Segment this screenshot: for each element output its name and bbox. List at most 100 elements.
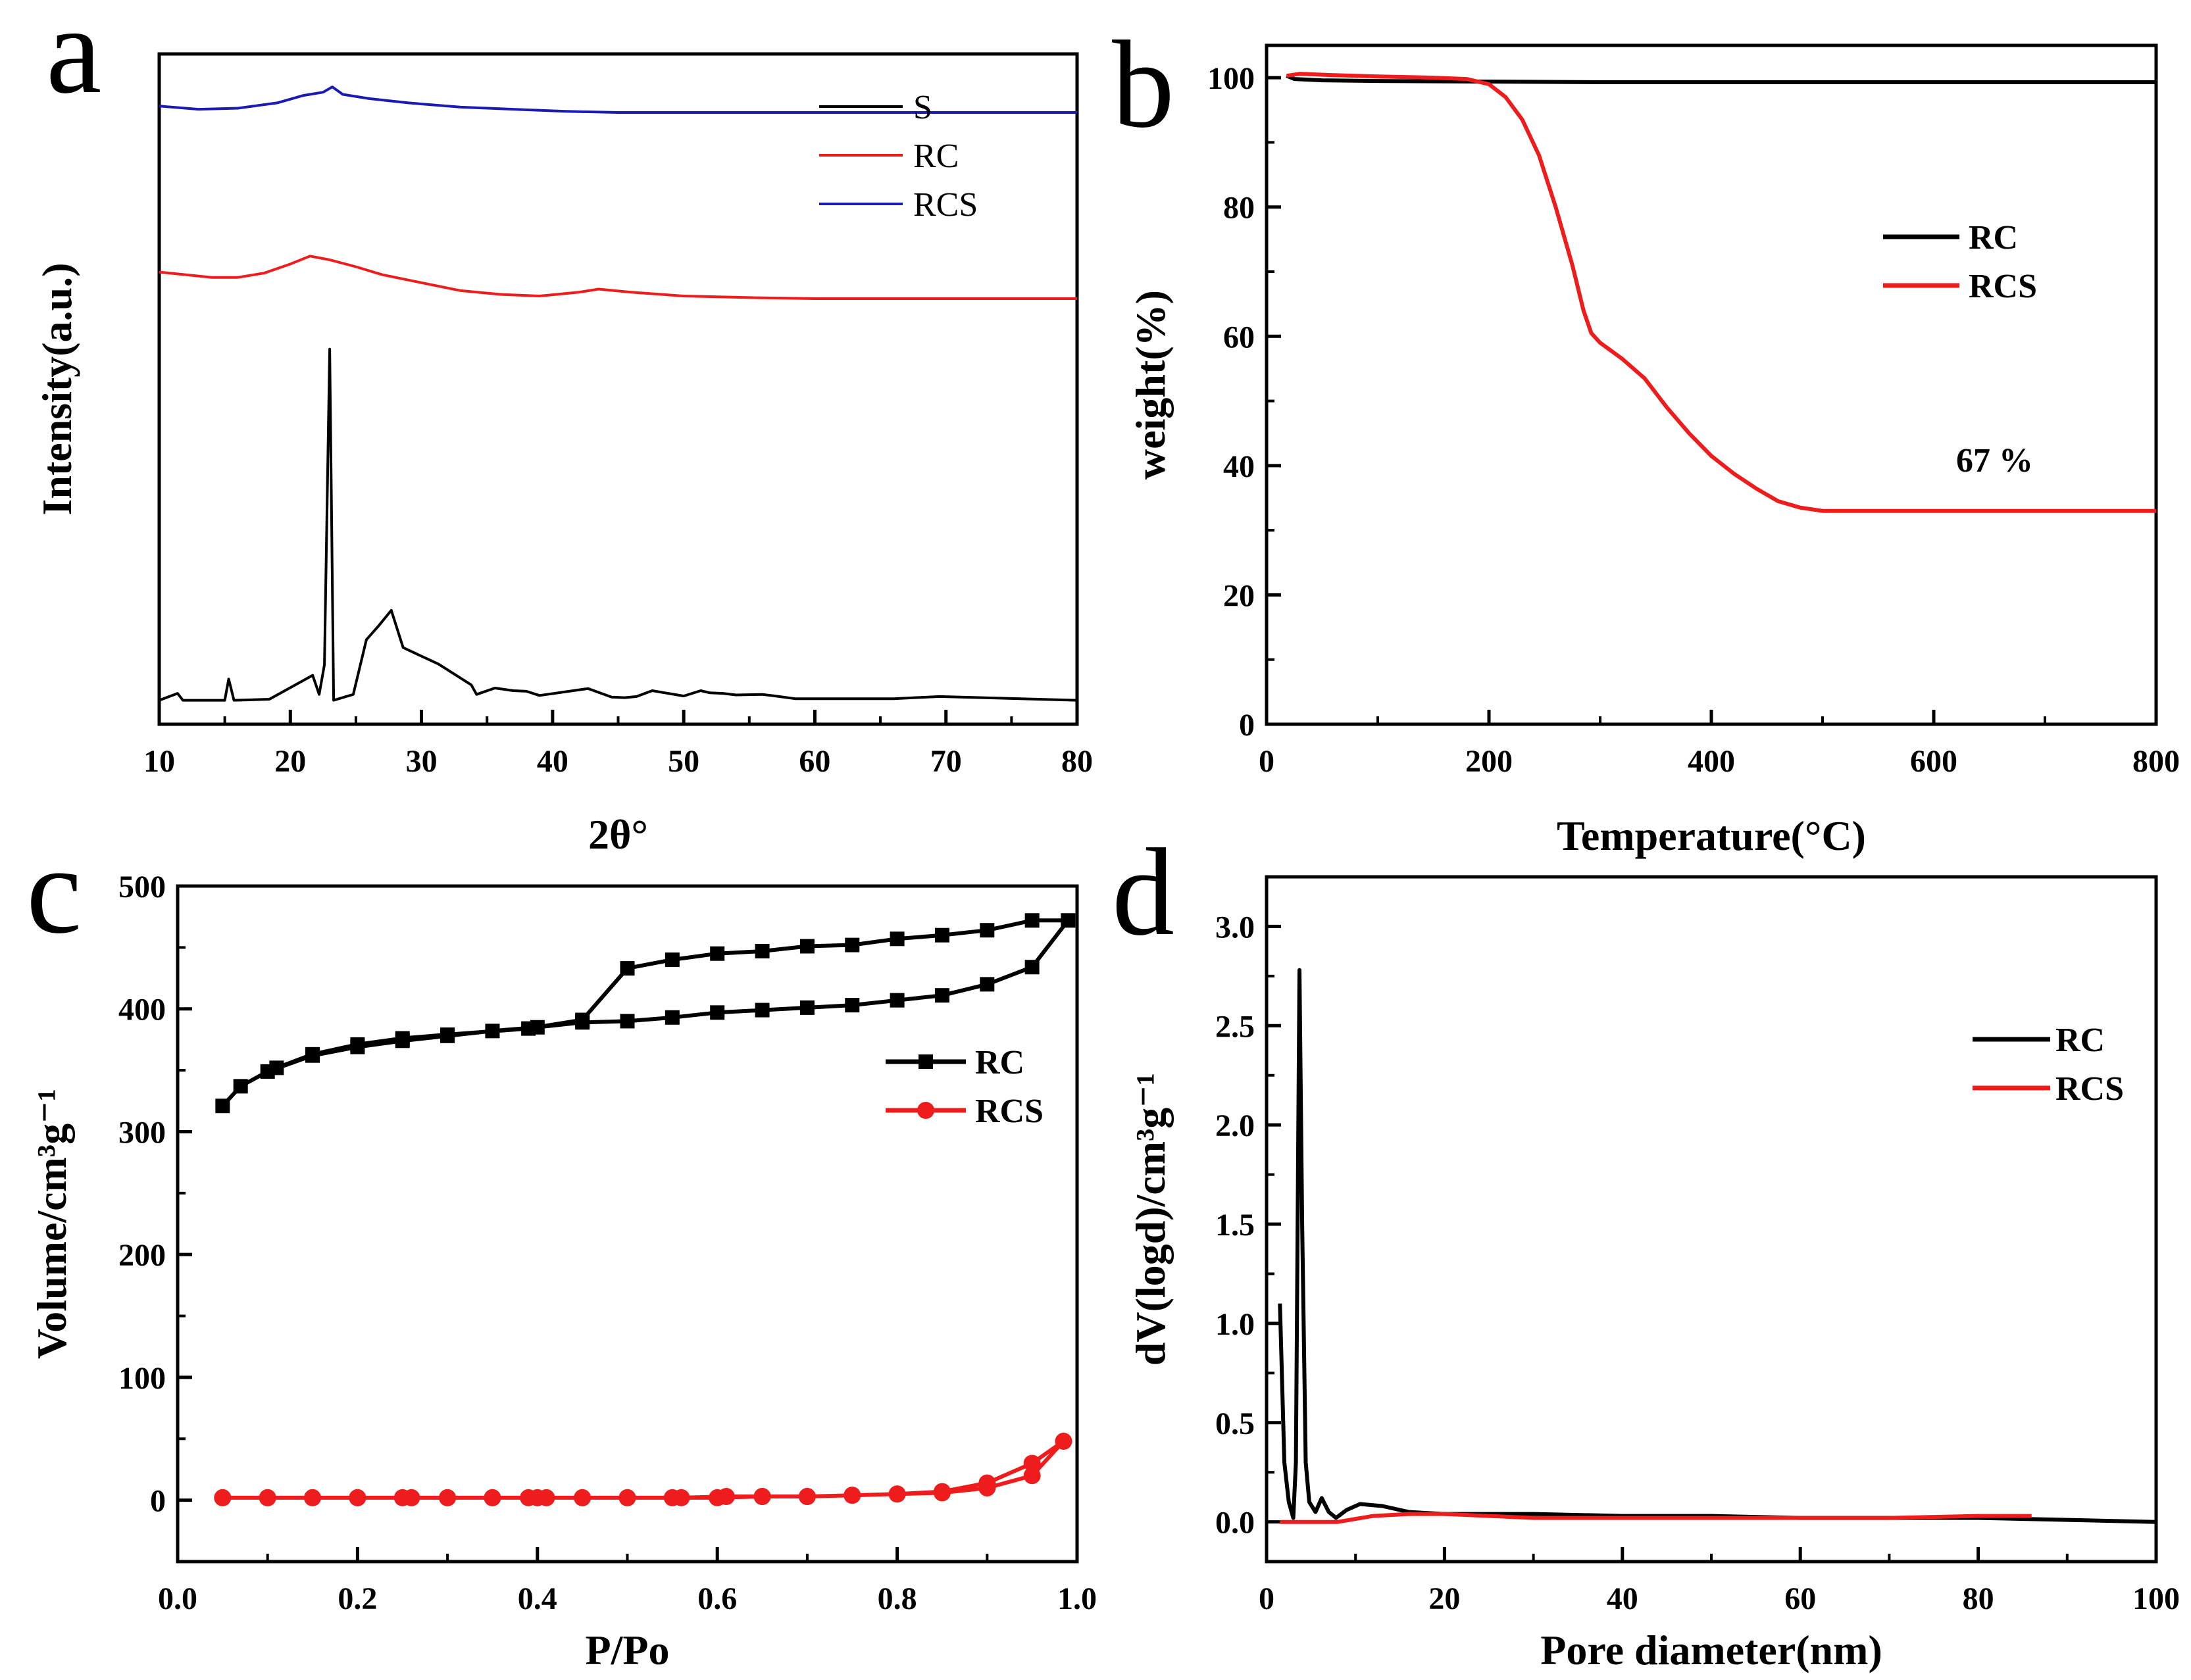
x-tick-label: 0	[1259, 744, 1274, 779]
data-point-rcs	[304, 1489, 322, 1506]
y-tick-label: 2.0	[1215, 1108, 1255, 1143]
x-tick-label: 1.0	[1057, 1581, 1097, 1616]
y-tick-label: 0.0	[1215, 1506, 1255, 1541]
series-line-s	[159, 347, 1077, 702]
y-axis-label: Intensity(a.u.)	[34, 262, 80, 515]
data-point-rc	[1024, 960, 1040, 975]
data-point-rcs	[1055, 1433, 1072, 1450]
panel-letter: c	[26, 822, 82, 960]
data-point-rc	[934, 988, 949, 1003]
data-point-rc	[845, 937, 860, 952]
data-point-rcs	[403, 1489, 420, 1506]
panel-letter: b	[1112, 16, 1174, 154]
data-point-rcs	[349, 1489, 366, 1506]
x-tick-label: 0.0	[158, 1581, 197, 1616]
legend-label-rcs: RCS	[975, 1093, 1044, 1130]
x-tick-label: 0.6	[697, 1581, 737, 1616]
x-tick-label: 0.2	[338, 1581, 377, 1616]
data-point-rc	[665, 952, 680, 968]
x-tick-label: 20	[1428, 1581, 1460, 1616]
data-point-rc	[521, 1021, 536, 1036]
data-point-rc	[1061, 913, 1076, 928]
series-line-rcs	[1286, 72, 2156, 513]
y-tick-label: 1.5	[1215, 1208, 1255, 1243]
y-tick-label: 200	[118, 1238, 166, 1273]
data-point-rcs	[753, 1488, 771, 1506]
y-tick-label: 80	[1223, 191, 1255, 226]
y-tick-label: 100	[1207, 61, 1255, 96]
data-point-rc	[269, 1060, 284, 1075]
data-point-rc	[485, 1024, 500, 1039]
data-point-rc	[305, 1047, 320, 1062]
data-point-rc	[395, 1031, 410, 1046]
legend-label-rc: RC	[1969, 219, 2018, 257]
series-line-rc	[221, 918, 1070, 1108]
panel-d-pore-size-chart: d 0 20 40 60 80 100 0.0 0.5 1.0 1.5 2.0 2.5 3.0 Pore d…	[1112, 824, 2180, 1673]
data-point-rcs	[528, 1489, 546, 1506]
data-point-rc	[710, 946, 725, 961]
legend-label-rcs: RCS	[1969, 268, 2037, 305]
y-tick-label: 0	[1239, 708, 1255, 743]
data-point-rc	[799, 1000, 815, 1015]
data-point-rcs	[259, 1489, 276, 1506]
y-axis-label: dV(logd)/cm³g⁻¹	[1127, 1073, 1174, 1366]
y-tick-label: 60	[1223, 320, 1255, 355]
data-point-rc	[575, 1012, 590, 1027]
data-point-rc	[980, 923, 995, 938]
x-tick-label: 80	[1963, 1581, 1994, 1616]
data-point-rcs	[439, 1489, 457, 1506]
data-point-rc	[755, 1002, 770, 1018]
data-point-rc	[710, 1005, 725, 1020]
data-point-rc	[440, 1027, 455, 1042]
series-line-rcs	[159, 86, 1077, 114]
data-point-rcs	[618, 1489, 636, 1506]
data-point-rcs	[933, 1483, 951, 1500]
x-tick-label: 60	[799, 744, 830, 779]
x-axis-label: P/Po	[586, 1627, 670, 1673]
x-tick-label: 200	[1465, 744, 1513, 779]
data-point-rcs	[888, 1485, 906, 1503]
data-point-rcs	[798, 1488, 816, 1506]
x-tick-label: 0	[1259, 1581, 1274, 1616]
series-line-rcs	[1280, 1512, 2032, 1524]
data-point-rc	[1024, 913, 1040, 928]
data-point-rc	[665, 1010, 680, 1025]
annotation-label: 67 %	[1956, 442, 2033, 480]
legend-label-rc: RC	[913, 137, 959, 175]
x-tick-label: 40	[537, 744, 568, 779]
x-tick-label: 600	[1910, 744, 1957, 779]
legend-label-rcs: RCS	[913, 186, 978, 224]
legend-marker	[919, 1054, 933, 1069]
data-point-rc	[620, 1014, 635, 1029]
x-tick-label: 20	[274, 744, 306, 779]
y-tick-label: 20	[1223, 578, 1255, 613]
series-line-rc	[1286, 74, 2156, 84]
y-tick-label: 2.5	[1215, 1009, 1255, 1044]
x-tick-label: 0.8	[878, 1581, 917, 1616]
x-tick-label: 800	[2132, 744, 2180, 779]
x-tick-label: 60	[1784, 1581, 1816, 1616]
series-line-rcs	[222, 1439, 1066, 1500]
data-point-rcs	[1023, 1454, 1041, 1472]
panel-letter: d	[1112, 824, 1174, 962]
panel-letter: a	[46, 0, 101, 120]
x-tick-label: 80	[1061, 744, 1093, 779]
y-tick-label: 1.0	[1215, 1307, 1255, 1342]
data-point-rc	[620, 961, 635, 976]
panel-a-xrd-chart: a 10 20 30 40 50 60 70 80 2θ° Intensity(a.u.) S RC RC…	[34, 0, 1093, 858]
x-tick-label: 400	[1688, 744, 1735, 779]
x-axis-label: Pore diameter(nm)	[1540, 1627, 1882, 1673]
panel-c-isotherm-chart: c 0.0 0.2 0.4 0.6 0.8 1.0 0 100 200 300 400 500 P/Po V…	[26, 822, 1097, 1673]
data-point-rcs	[1023, 1467, 1041, 1485]
y-axis-label: weight(%)	[1127, 290, 1174, 480]
series-line-rc	[159, 255, 1077, 300]
legend-label-rcs: RCS	[2055, 1070, 2124, 1108]
panel-b-tga-chart: b 0 200 400 600 800 0 20 40 60 80 100 Temperature(°C…	[1112, 16, 2180, 859]
data-point-rcs	[978, 1474, 996, 1492]
data-point-rc	[890, 931, 905, 947]
data-point-rc	[233, 1079, 248, 1094]
data-point-rcs	[214, 1489, 232, 1506]
x-tick-label: 100	[2132, 1581, 2180, 1616]
data-point-rc	[934, 927, 949, 943]
